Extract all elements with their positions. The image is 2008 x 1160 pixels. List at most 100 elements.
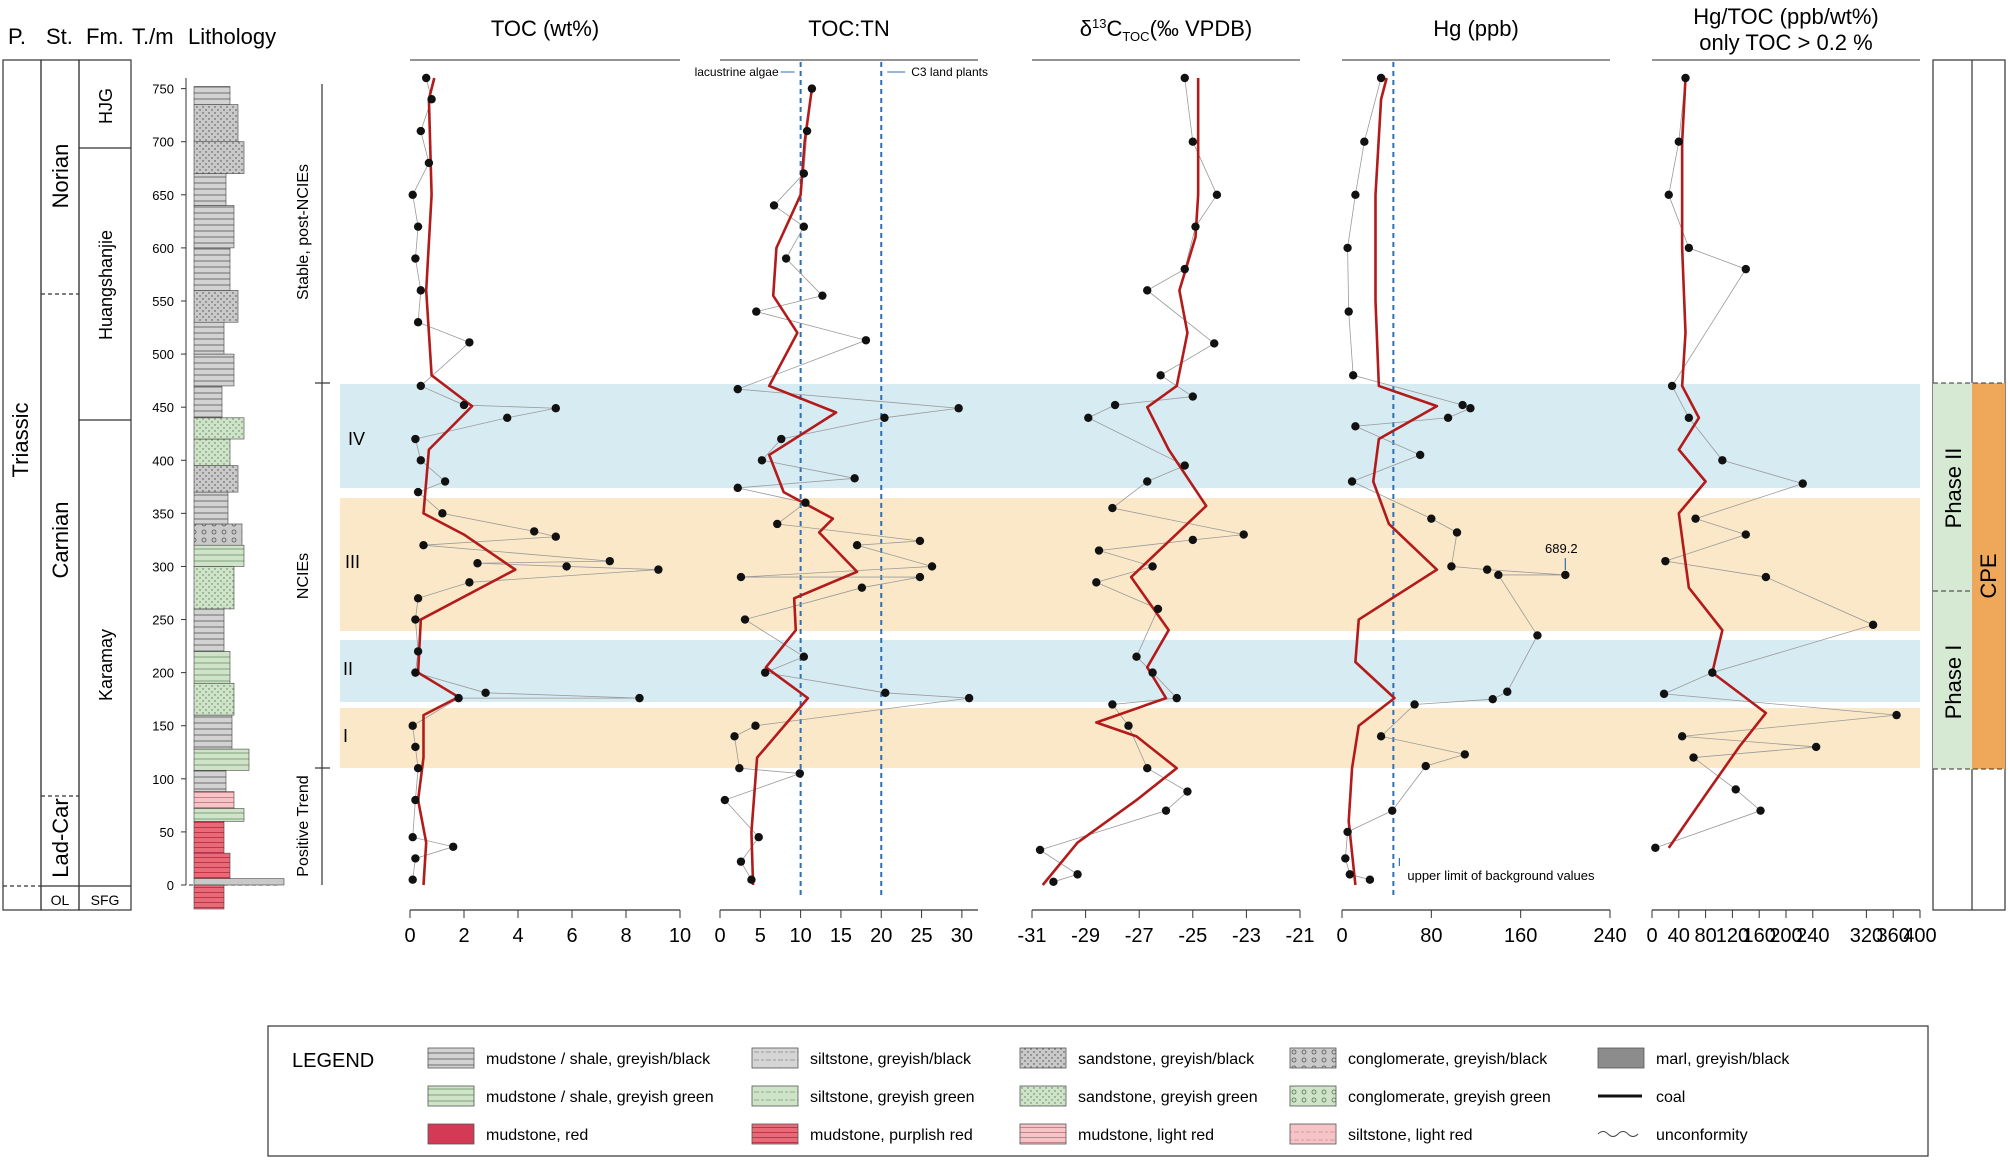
legend-swatch <box>1289 1123 1337 1145</box>
data-point <box>964 693 974 703</box>
data-point <box>1415 450 1425 460</box>
data-point <box>861 336 871 345</box>
legend-swatch <box>1019 1047 1067 1069</box>
legend-item-label: siltstone, greyish/black <box>810 1051 972 1068</box>
lithology-bed <box>193 104 239 143</box>
data-point <box>1681 73 1690 83</box>
trend-stable: Stable, post-NCIEs <box>295 164 312 300</box>
x-tick-label: 0 <box>404 925 415 947</box>
data-point <box>1460 750 1470 759</box>
data-point <box>1035 845 1045 855</box>
data-point <box>1458 400 1467 410</box>
smoothed-curve <box>1667 77 1768 849</box>
data-point <box>1084 413 1093 422</box>
data-point <box>802 126 812 136</box>
data-point <box>1798 479 1807 488</box>
data-point <box>1188 392 1198 401</box>
data-point <box>1482 565 1492 574</box>
data-point <box>799 169 809 178</box>
data-point <box>408 190 417 200</box>
data-point <box>799 222 809 231</box>
annotation-lacustrine: lacustrine algae <box>695 65 779 79</box>
data-point <box>760 668 770 677</box>
data-point <box>1664 190 1673 200</box>
smoothed-curve <box>1347 77 1439 886</box>
x-tick-label: 160 <box>1743 925 1776 947</box>
lithology-bed <box>193 651 231 684</box>
data-point <box>754 833 763 842</box>
data-point <box>1351 190 1360 200</box>
legend-swatch-unconformity <box>1597 1131 1639 1137</box>
x-tick-label: -23 <box>1232 925 1261 947</box>
x-tick-label: 2 <box>458 925 469 947</box>
lithology-bed <box>193 321 225 355</box>
x-tick-label: 80 <box>1420 925 1442 947</box>
data-trace <box>1344 77 1566 881</box>
x-tick-label: 0 <box>1646 925 1657 947</box>
data-point <box>413 647 423 656</box>
column-headers: P. St. Fm. T./m Lithology <box>8 24 276 49</box>
lithology-bed-base <box>193 884 225 910</box>
data-point <box>408 875 417 884</box>
legend-item-label: marl, greyish/black <box>1656 1051 1790 1068</box>
cpe-block <box>1972 383 2005 769</box>
lithology-bed <box>193 438 231 466</box>
data-point <box>1731 785 1740 794</box>
data-point <box>473 559 482 568</box>
x-tick-label: 320 <box>1850 925 1883 947</box>
legend-swatch <box>751 1085 799 1107</box>
x-tick-label: 0 <box>714 925 725 947</box>
strat-labels: Triassic Norian Carnian Lad-Car OL HJG H… <box>8 88 119 908</box>
data-point <box>1503 687 1512 696</box>
depth-tick-label: 50 <box>160 825 174 840</box>
data-point <box>411 742 420 752</box>
title-sup: 13 <box>1092 16 1106 31</box>
data-point <box>1148 668 1157 677</box>
annotation-background: upper limit of background values <box>1407 868 1595 883</box>
panel-2: δ13CTOC(‰ VPDB) -31 -29 -27 -25 -23 -21 <box>1018 16 1315 947</box>
x-tick-label: -27 <box>1125 925 1154 947</box>
data-point <box>1180 461 1189 470</box>
depth-tick-label: 150 <box>152 719 174 734</box>
data-point <box>740 615 750 624</box>
data-point <box>733 483 742 493</box>
legend-item-label: conglomerate, greyish green <box>1348 1089 1551 1106</box>
x-tick-label: -25 <box>1178 925 1207 947</box>
stage-ol: OL <box>51 892 70 908</box>
x-tick-label: 30 <box>951 925 973 947</box>
data-point <box>1183 787 1192 796</box>
data-point <box>1108 503 1117 513</box>
depth-tick-label: 400 <box>152 453 174 468</box>
data-point <box>416 126 425 136</box>
data-point <box>416 286 425 295</box>
data-point <box>1376 73 1386 83</box>
depth-tick-label: 500 <box>152 347 174 362</box>
stage-carnian: Carnian <box>48 501 73 578</box>
x-tick-label: 400 <box>1903 925 1936 947</box>
data-point <box>503 413 512 422</box>
lithology-bed <box>193 385 223 419</box>
data-point <box>1161 806 1171 815</box>
x-tick-label: 20 <box>870 925 892 947</box>
data-point <box>735 763 744 773</box>
legend-item-label: siltstone, light red <box>1348 1127 1473 1144</box>
depth-tick-label: 300 <box>152 559 174 574</box>
depth-tick-label: 200 <box>152 666 174 681</box>
data-point <box>1094 546 1104 555</box>
data-point <box>635 693 644 703</box>
data-point <box>1892 710 1901 720</box>
data-point <box>1667 381 1677 391</box>
data-point <box>1452 528 1462 537</box>
strat-columns <box>2 59 132 911</box>
data-point <box>1188 535 1198 545</box>
data-point <box>1347 477 1357 486</box>
data-point <box>1132 652 1141 661</box>
formation-huangshanjie: Huangshanjie <box>96 230 116 340</box>
depth-tick-label: 550 <box>152 294 174 309</box>
data-point <box>1172 693 1181 703</box>
panel-title: Hg/TOC (ppb/wt%) <box>1693 4 1878 29</box>
data-point <box>1143 477 1152 486</box>
data-point <box>1344 307 1353 316</box>
panel-1: TOC:TN 0 5 10 15 20 25 30 <box>714 16 978 947</box>
